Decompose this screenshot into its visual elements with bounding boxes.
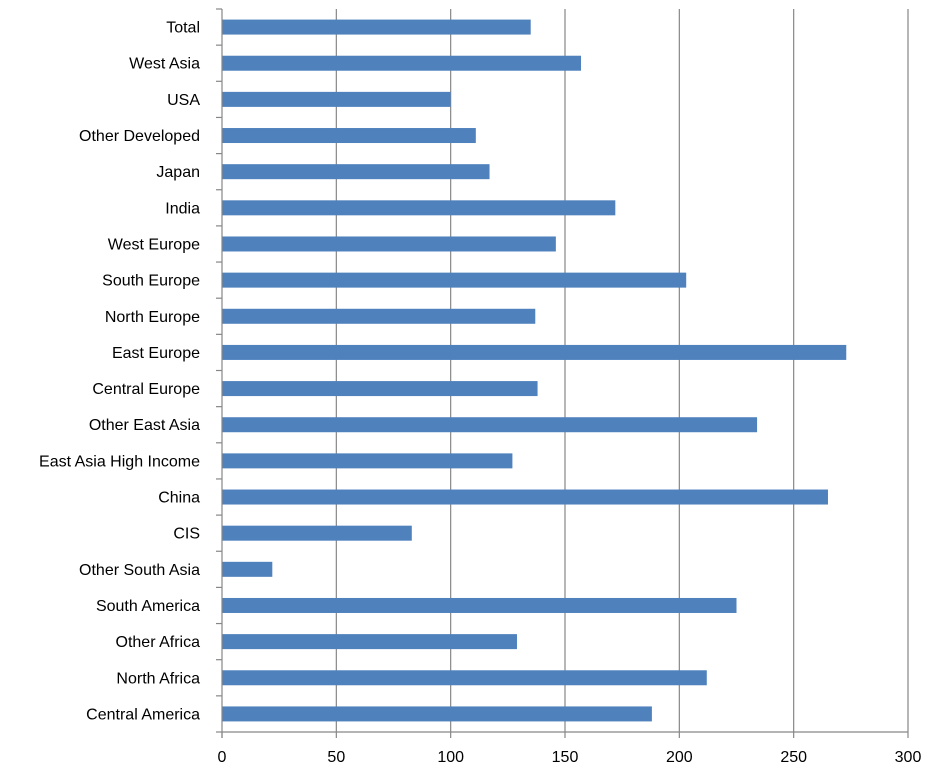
category-label-4: Japan	[156, 164, 200, 181]
bar-18	[222, 670, 707, 686]
bar-15	[222, 561, 273, 577]
bars	[222, 19, 847, 722]
gridlines	[335, 9, 909, 732]
bar-5	[222, 200, 616, 216]
bar-2	[222, 91, 451, 107]
category-label-1: West Asia	[129, 56, 200, 73]
category-label-0: Total	[166, 20, 200, 37]
category-label-9: East Europe	[112, 345, 200, 362]
x-tick-label-250: 250	[780, 749, 807, 766]
category-label-19: Central America	[86, 706, 200, 723]
tick-labels: 0 50 100 150 200 250 300	[218, 749, 922, 766]
axes	[216, 8, 909, 738]
bar-9	[222, 344, 847, 360]
category-label-10: Central Europe	[92, 381, 200, 398]
category-labels: Total West Asia USA Other Developed Japan Ind…	[39, 20, 200, 724]
bar-6	[222, 236, 556, 252]
bar-17	[222, 634, 517, 650]
bar-7	[222, 272, 687, 288]
category-label-15: Other South Asia	[79, 562, 200, 579]
category-label-16: South America	[96, 598, 200, 615]
category-label-14: CIS	[173, 526, 200, 543]
category-label-17: Other Africa	[116, 634, 201, 651]
bar-8	[222, 308, 536, 324]
category-label-3: Other Developed	[79, 128, 200, 145]
x-tick-label-0: 0	[218, 749, 227, 766]
bar-0	[222, 19, 531, 35]
category-label-12: East Asia High Income	[39, 453, 200, 470]
bar-11	[222, 417, 758, 433]
category-label-11: Other East Asia	[89, 417, 200, 434]
bar-3	[222, 128, 476, 144]
bar-13	[222, 489, 828, 505]
x-tick-label-150: 150	[552, 749, 579, 766]
bar-4	[222, 164, 490, 180]
category-label-8: North Europe	[105, 309, 200, 326]
category-label-13: China	[158, 490, 200, 507]
bar-19	[222, 706, 652, 722]
bar-14	[222, 525, 412, 541]
category-label-18: North Africa	[116, 670, 200, 687]
category-label-7: South Europe	[102, 273, 200, 290]
bar-12	[222, 453, 513, 469]
bar-10	[222, 381, 538, 397]
category-label-5: India	[165, 200, 200, 217]
category-label-6: West Europe	[108, 236, 200, 253]
bar-1	[222, 55, 582, 71]
x-tick-label-200: 200	[666, 749, 693, 766]
bar-16	[222, 597, 737, 613]
x-tick-label-300: 300	[895, 749, 922, 766]
x-tick-label-100: 100	[437, 749, 464, 766]
category-label-2: USA	[167, 92, 200, 109]
x-tick-label-50: 50	[327, 749, 345, 766]
